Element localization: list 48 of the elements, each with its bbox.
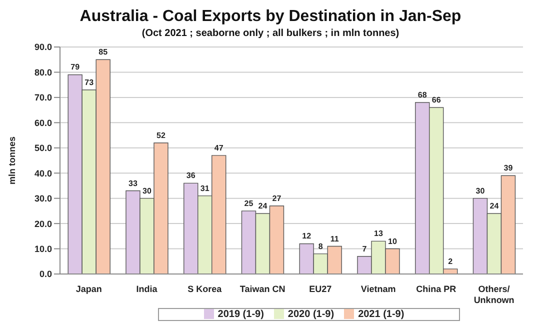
data-label: 68 xyxy=(418,90,428,100)
data-label: 8 xyxy=(318,242,324,251)
data-label: 73 xyxy=(84,78,94,87)
chart-title: Australia - Coal Exports by Destination in Jan-Sep xyxy=(78,8,462,26)
data-label: 13 xyxy=(374,229,384,238)
y-tick-label: 30.0 xyxy=(34,194,52,204)
y-tick-label: 10.0 xyxy=(34,244,52,254)
data-label: 30 xyxy=(476,186,486,196)
x-tick-label: EU27 xyxy=(309,284,332,294)
data-label: 79 xyxy=(70,62,80,72)
x-tick-label: Japan xyxy=(76,284,102,294)
x-tick-label: Taiwan CN xyxy=(240,284,286,294)
x-tick-label: China PR xyxy=(416,284,457,294)
y-tick-label: 90.0 xyxy=(34,42,52,52)
data-label: 31 xyxy=(200,184,210,193)
data-label: 2 xyxy=(448,256,454,266)
y-tick-label: 40.0 xyxy=(34,168,52,178)
data-label: 7 xyxy=(362,244,368,254)
legend-label: 2020 (1-9) xyxy=(288,309,334,320)
data-label: 36 xyxy=(186,171,196,180)
data-label: 39 xyxy=(504,164,514,173)
x-tick-label: Others/Unknown xyxy=(474,284,514,305)
x-tick-label: Vietnam xyxy=(360,284,396,294)
legend-label: 2019 (1-9) xyxy=(218,309,264,320)
data-label: 25 xyxy=(244,198,254,208)
data-label: 85 xyxy=(98,48,108,57)
y-tick-label: 20.0 xyxy=(34,218,52,229)
data-label: 27 xyxy=(272,194,282,203)
y-tick-label: 80.0 xyxy=(34,67,52,78)
data-label: 66 xyxy=(432,96,442,105)
data-label: 24 xyxy=(258,201,268,210)
y-tick-label: 60.0 xyxy=(34,118,52,128)
data-label: 33 xyxy=(128,178,138,188)
data-label: 24 xyxy=(490,201,500,210)
x-tick-label: India xyxy=(136,284,158,294)
legend-label: 2021 (1-9) xyxy=(358,309,404,320)
y-tick-label: 50.0 xyxy=(34,143,52,154)
data-label: 11 xyxy=(330,234,340,244)
data-label: 47 xyxy=(214,143,224,152)
y-tick-label: 70.0 xyxy=(34,92,52,103)
data-label: 30 xyxy=(142,186,152,196)
data-label: 52 xyxy=(156,130,166,140)
data-label: 10 xyxy=(388,236,398,246)
data-label: 12 xyxy=(302,232,312,241)
y-axis-title: mln tonnes xyxy=(7,136,18,185)
chart-subtitle: (Oct 2021 ; seaborne only ; all bulkers ; in mln tonnes) xyxy=(140,28,400,39)
x-tick-label: S Korea xyxy=(188,284,223,294)
y-tick-label: 0.0 xyxy=(39,269,52,280)
